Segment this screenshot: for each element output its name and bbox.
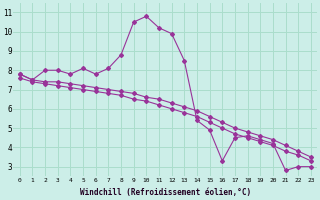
X-axis label: Windchill (Refroidissement éolien,°C): Windchill (Refroidissement éolien,°C) [80, 188, 251, 197]
